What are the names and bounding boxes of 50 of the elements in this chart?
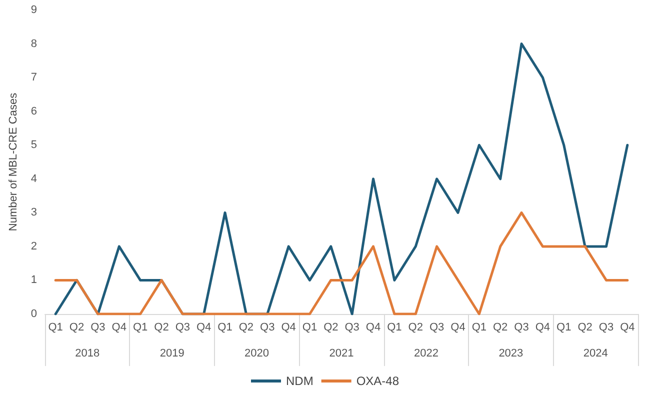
y-tick-label: 2 xyxy=(30,240,37,252)
x-tick-label: Q3 xyxy=(514,322,529,334)
y-tick-label: 6 xyxy=(30,105,37,118)
x-tick-label: Q3 xyxy=(429,322,444,334)
x-tick-label: Q4 xyxy=(112,322,126,334)
x-tick-label: Q2 xyxy=(578,322,592,334)
x-tick-label: Q1 xyxy=(302,322,318,334)
x-tick-label: Q4 xyxy=(620,322,635,334)
x-tick-label: Q3 xyxy=(598,322,614,334)
x-tick-label: Q1 xyxy=(387,322,402,334)
text: 2023 xyxy=(498,348,524,360)
text: 2019 xyxy=(160,348,184,360)
text: 2021 xyxy=(329,348,354,360)
y-tick-label: 5 xyxy=(30,139,37,152)
y-tick-label: 0 xyxy=(30,308,37,320)
x-tick-label: Q2 xyxy=(154,322,169,334)
x-tick-label: Q1 xyxy=(556,322,572,334)
x-tick-label: Q2 xyxy=(238,322,254,334)
x-tick-label: Q4 xyxy=(535,322,550,334)
y-tick-label: 7 xyxy=(30,72,37,84)
x-tick-label: Q1 xyxy=(472,322,487,334)
x-tick-label: Q4 xyxy=(196,322,212,334)
text: 2024 xyxy=(583,348,608,360)
y-tick-label: 3 xyxy=(30,206,37,219)
text: 2020 xyxy=(244,348,270,360)
y-tick-label: 9 xyxy=(30,4,37,16)
legend-label: OXA-48 xyxy=(356,374,400,388)
x-tick-label: Q4 xyxy=(450,322,466,334)
y-axis-title: Number of MBL-CRE Cases xyxy=(8,92,20,232)
text: 2022 xyxy=(414,348,438,360)
x-tick-label: Q4 xyxy=(281,322,296,334)
x-tick-label: Q2 xyxy=(492,322,508,334)
y-tick-label: 4 xyxy=(30,172,37,185)
x-tick-label: Q1 xyxy=(48,322,63,334)
y-tick-label: 1 xyxy=(30,274,37,286)
x-tick-label: Q1 xyxy=(218,322,232,334)
line-series xyxy=(54,42,629,316)
line-series xyxy=(54,211,629,316)
y-tick-label: 8 xyxy=(30,38,37,50)
x-tick-label: Q1 xyxy=(132,322,148,334)
text: 2018 xyxy=(75,348,100,360)
x-tick-label: Q3 xyxy=(90,322,106,334)
x-tick-label: Q3 xyxy=(344,322,360,334)
x-tick-label: Q2 xyxy=(408,322,423,334)
x-tick-label: Q2 xyxy=(69,322,84,334)
x-tick-label: Q4 xyxy=(366,322,381,334)
legend-label: NDM xyxy=(286,374,314,388)
x-tick-label: Q3 xyxy=(175,322,190,334)
x-tick-label: Q2 xyxy=(324,322,338,334)
x-tick-label: Q3 xyxy=(260,322,275,334)
